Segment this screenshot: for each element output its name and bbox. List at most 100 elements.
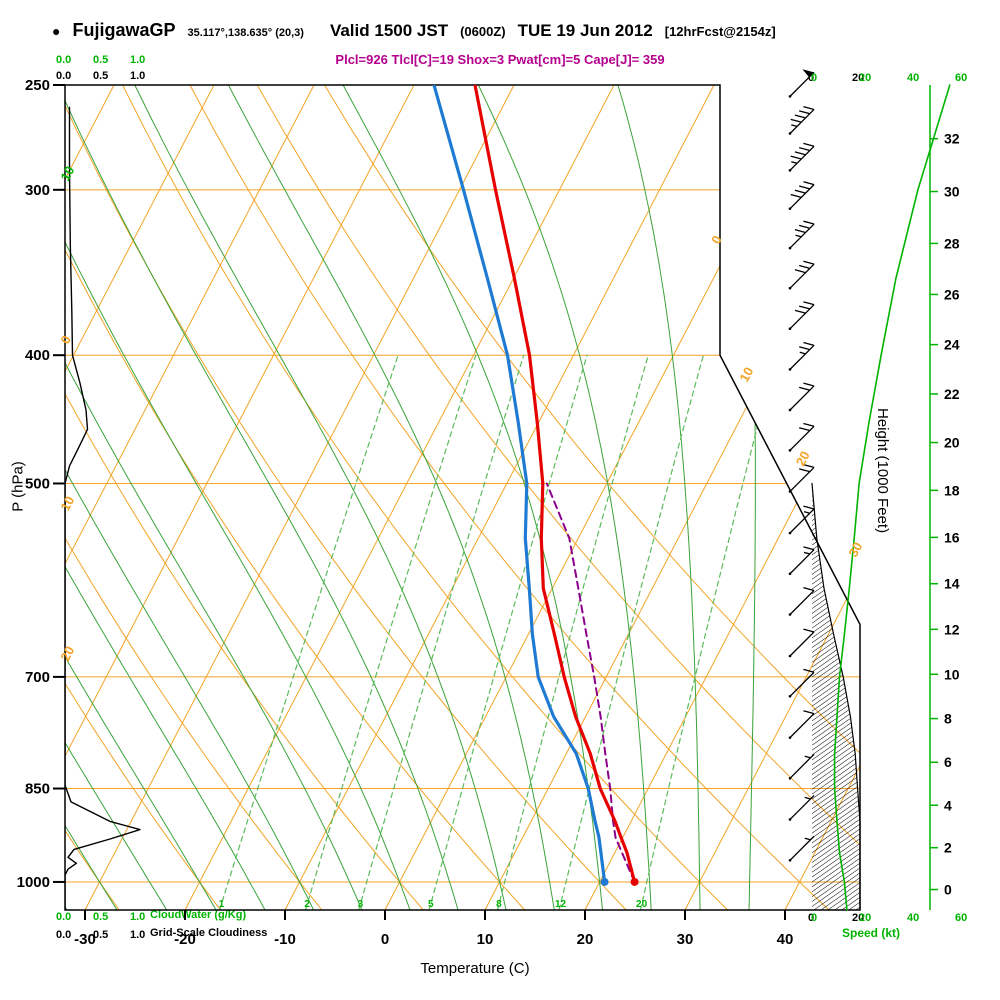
cloudwater-scale-bottom-tick: 0.0 [56,911,72,923]
temperature-tick-label: 10 [477,931,494,948]
speed-panel [811,84,951,911]
forecast-tag: [12hrFcst@2154z] [664,24,776,39]
speed-scale-black-bottom-tick: 20 [852,912,865,924]
mixing-ratio-label: 20 [636,899,648,910]
grid-lines [65,85,860,910]
height-tick-label: 14 [944,576,960,592]
pressure-tick-label: 250 [25,77,50,94]
height-tick-label: 8 [944,711,952,727]
height-tick-label: 28 [944,235,960,251]
surface-temp-dot [630,877,639,886]
temperature-tick-label: -10 [274,931,296,948]
temperature-axis-label: Temperature (C) [420,960,530,977]
cloudiness-scale-bottom-tick: 1.0 [130,929,146,941]
height-tick-label: 10 [944,666,960,682]
station-bullet-icon: ● [52,23,61,39]
pressure-tick-label: 300 [25,182,50,199]
left-edge-line-label: 10 [57,164,77,184]
valid-date: TUE 19 Jun 2012 [517,21,653,40]
cloudiness-scale-bottom-tick: 0.5 [93,929,109,941]
speed-scale-green-top-tick: 20 [859,72,872,84]
temperature-tick-label: 20 [577,931,594,948]
height-tick-label: 32 [944,131,960,147]
cloudiness-profile-line [65,106,141,910]
speed-axis-label: Speed (kt) [842,926,901,940]
station-name: FujigawaGP [72,20,176,40]
cloudwater-scale-top-tick: 0.5 [93,54,109,66]
mixing-ratio-label: 1 [219,899,225,910]
speed-scale-black-top-tick: 20 [852,72,865,84]
cloudwater-scale-bottom-tick: 0.5 [93,911,109,923]
height-tick-label: 26 [944,286,960,302]
mixing-ratio-label: 8 [496,899,502,910]
speed-scale-green-top-tick: 60 [955,72,968,84]
pressure-tick-label: 500 [25,475,50,492]
pressure-tick-label: 700 [25,669,50,686]
cloudwater-axis-label: CloudWater (g/Kg) [150,909,247,921]
speed-scale-green-top-tick: 40 [907,72,920,84]
speed-profile-black [811,482,861,911]
height-tick-label: 30 [944,184,960,200]
height-axis-label: Height (1000 Feet) [874,408,891,534]
cloudwater-scale-bottom-tick: 1.0 [130,911,146,923]
isotherm-label: 0 [708,233,725,246]
isotherm-label: 30 [845,540,865,560]
station-coords: 35.117°,138.635° (20,3) [187,27,304,39]
speed-scale-black-bottom-tick: 0 [808,912,815,924]
height-tick-label: 12 [944,621,960,637]
cloudwater-scale-top-tick: 0.0 [56,54,72,66]
temperature-tick-label: 40 [777,931,794,948]
speed-scale-green-bottom-tick: 0 [811,912,818,924]
height-tick-label: 0 [944,882,952,898]
chart-title: ● FujigawaGP 35.117°,138.635° (20,3) Val… [52,20,776,41]
parcel-line [545,482,636,883]
mixing-ratio-label: 2 [304,899,310,910]
mixing-ratio-label: 3 [358,899,364,910]
mixing-ratio-label: 5 [428,899,434,910]
left-edge-line-label: 20 [57,644,77,664]
height-tick-label: 16 [944,529,960,545]
sounding-indices: Plcl=926 Tlcl[C]=19 Shox=3 Pwat[cm]=5 Ca… [335,52,665,67]
mixing-ratio-label: 12 [555,899,567,910]
height-tick-label: 4 [944,797,952,813]
speed-scale-green-bottom-tick: 20 [859,912,872,924]
cloudiness-axis-label: Grid-Scale Cloudiness [150,927,268,939]
plot-boundary [64,84,861,911]
valid-time: Valid 1500 JST [329,21,449,40]
surface-dewpoint-dot [600,877,609,886]
wind-barbs [788,69,815,862]
cloudiness-scale-bottom-tick: 0.0 [56,929,72,941]
isotherm-label: 20 [793,449,813,469]
temperature-tick-label: -30 [74,931,96,948]
height-tick-label: 6 [944,754,952,770]
height-tick-label: 24 [944,337,960,353]
temperature-tick-label: -20 [174,931,196,948]
cloudiness-scale-top-tick: 0.0 [56,70,72,82]
pressure-tick-label: 400 [25,347,50,364]
speed-profile-green [833,84,951,911]
speed-scale-green-top-tick: 0 [811,72,818,84]
valid-zulu: (0600Z) [460,24,506,39]
height-tick-label: 20 [944,435,960,451]
speed-scale-black-top-tick: 0 [808,72,815,84]
pressure-tick-label: 1000 [17,874,50,891]
cloudwater-scale-top-tick: 1.0 [130,54,146,66]
temperature-tick-label: 30 [677,931,694,948]
cloudiness-scale-top-tick: 1.0 [130,70,146,82]
speed-scale-green-bottom-tick: 60 [955,912,968,924]
dewpoint-line [432,85,607,884]
speed-scale-green-bottom-tick: 40 [907,912,920,924]
pressure-tick-label: 850 [25,781,50,798]
isotherm-label: 10 [736,365,756,385]
height-tick-label: 18 [944,482,960,498]
temperature-tick-label: 0 [381,931,389,948]
cloudiness-scale-top-tick: 0.5 [93,70,109,82]
profiles [65,85,639,910]
temperature-line [473,85,637,884]
height-tick-label: 2 [944,840,952,856]
height-tick-label: 22 [944,386,960,402]
